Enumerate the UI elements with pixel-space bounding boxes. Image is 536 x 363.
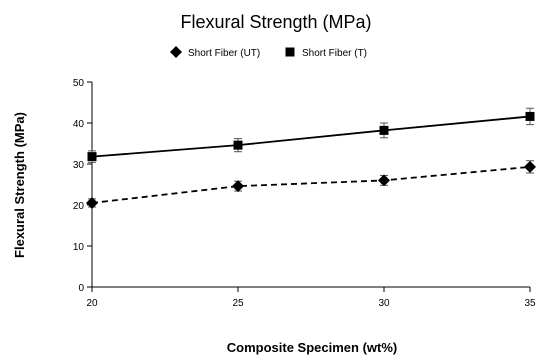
- plot-series: [86, 107, 536, 209]
- legend-label: Short Fiber (UT): [188, 48, 260, 59]
- legend-marker-diamond: [170, 46, 182, 58]
- legend-item: Short Fiber (T): [285, 47, 367, 59]
- y-tick-label: 10: [73, 242, 85, 253]
- y-tick-label: 0: [78, 283, 84, 294]
- legend: Short Fiber (UT) Short Fiber (T): [170, 46, 367, 59]
- y-tick-label: 40: [73, 119, 85, 130]
- series-line: [91, 115, 531, 158]
- series-0: [86, 160, 536, 209]
- data-point-square: [233, 140, 243, 150]
- series-1: [87, 107, 535, 163]
- legend-label: Short Fiber (T): [302, 48, 367, 59]
- legend-item: Short Fiber (UT): [170, 46, 260, 59]
- x-tick-label: 35: [524, 298, 536, 309]
- data-point-diamond: [86, 196, 98, 209]
- y-tick-label: 30: [73, 160, 85, 171]
- series-line: [91, 165, 531, 204]
- data-point-diamond: [378, 174, 390, 187]
- y-axis-label: Flexural Strength (MPa): [12, 112, 27, 258]
- data-point-square: [87, 152, 97, 162]
- y-tick-label: 50: [73, 78, 85, 89]
- x-tick-label: 30: [378, 298, 390, 309]
- data-point-diamond: [232, 180, 244, 193]
- chart-title: Flexural Strength (MPa): [180, 12, 371, 32]
- data-point-diamond: [524, 160, 536, 173]
- y-tick-label: 20: [73, 201, 85, 212]
- axes: 0 10 20 30 40 50 20 25 30 35: [73, 78, 536, 309]
- data-point-square: [379, 125, 389, 135]
- x-axis-label: Composite Specimen (wt%): [227, 340, 397, 355]
- x-tick-label: 20: [86, 298, 98, 309]
- x-tick-label: 25: [232, 298, 244, 309]
- legend-marker-square: [285, 47, 295, 57]
- data-point-square: [525, 111, 535, 121]
